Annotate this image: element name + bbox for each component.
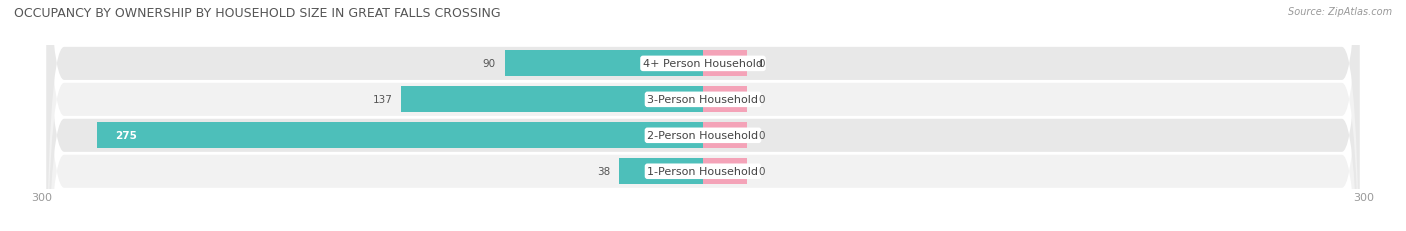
Text: Source: ZipAtlas.com: Source: ZipAtlas.com [1288, 7, 1392, 17]
Bar [703, 87, 747, 113]
FancyBboxPatch shape [46, 0, 1360, 231]
Text: 90: 90 [482, 59, 496, 69]
Text: 0: 0 [758, 95, 765, 105]
FancyBboxPatch shape [46, 0, 1360, 231]
Text: 1-Person Household: 1-Person Household [648, 167, 758, 176]
Text: 0: 0 [758, 167, 765, 176]
Bar [619, 159, 703, 184]
Text: OCCUPANCY BY OWNERSHIP BY HOUSEHOLD SIZE IN GREAT FALLS CROSSING: OCCUPANCY BY OWNERSHIP BY HOUSEHOLD SIZE… [14, 7, 501, 20]
Text: 0: 0 [758, 59, 765, 69]
Text: 2-Person Household: 2-Person Household [647, 131, 759, 141]
FancyBboxPatch shape [46, 0, 1360, 231]
Text: 137: 137 [373, 95, 392, 105]
Bar [505, 51, 703, 77]
Text: 0: 0 [758, 131, 765, 141]
Bar [703, 123, 747, 149]
Bar [703, 51, 747, 77]
Text: 4+ Person Household: 4+ Person Household [643, 59, 763, 69]
Bar [401, 87, 703, 113]
Text: 38: 38 [598, 167, 610, 176]
Bar [97, 123, 703, 149]
Text: 3-Person Household: 3-Person Household [648, 95, 758, 105]
Text: 275: 275 [115, 131, 136, 141]
Bar [703, 159, 747, 184]
FancyBboxPatch shape [46, 0, 1360, 231]
